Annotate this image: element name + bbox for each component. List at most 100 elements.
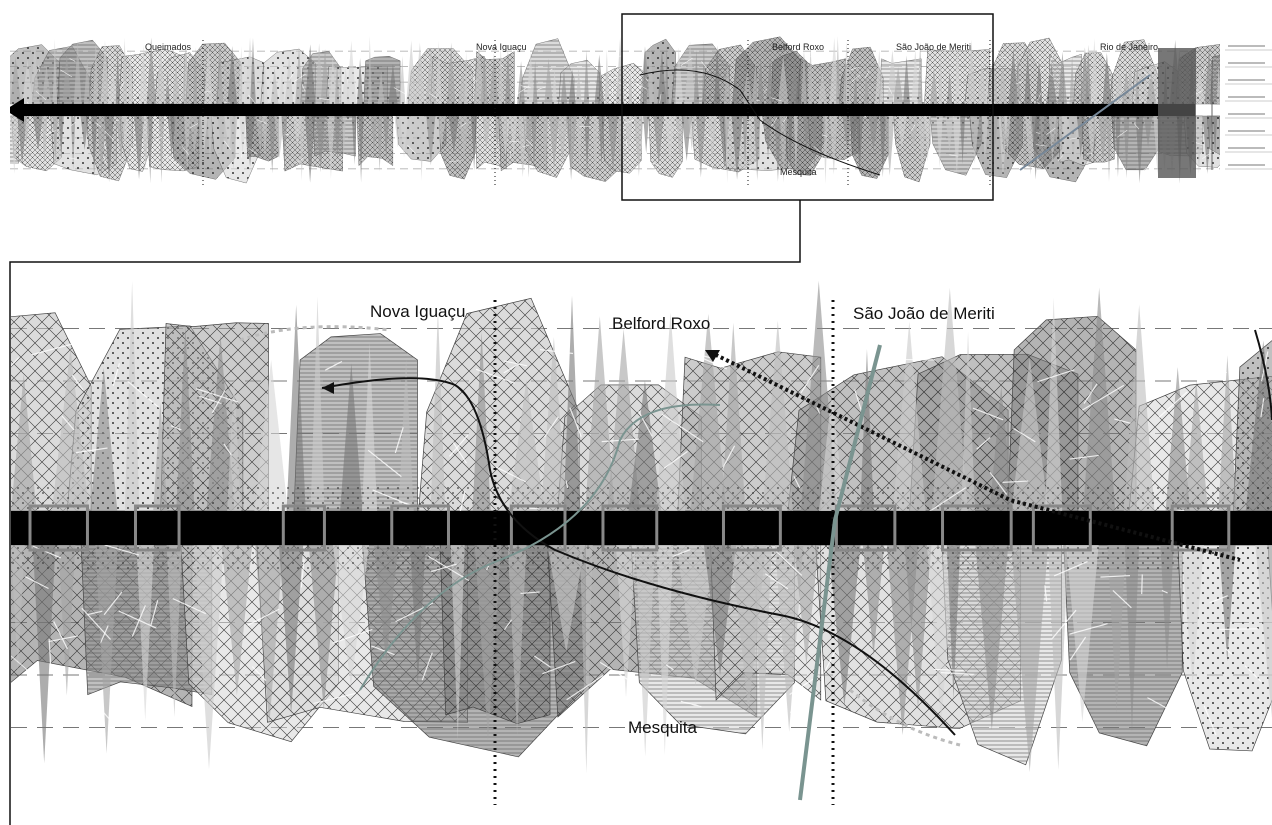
density-spike bbox=[1218, 545, 1236, 662]
street bbox=[1081, 384, 1125, 411]
density-spike bbox=[505, 50, 511, 104]
street bbox=[166, 81, 171, 87]
density-spike bbox=[584, 316, 615, 511]
density-spike bbox=[10, 56, 22, 104]
street bbox=[665, 664, 674, 671]
street bbox=[430, 563, 457, 573]
density-spike bbox=[938, 52, 943, 104]
density-spike bbox=[842, 116, 853, 149]
density-spike bbox=[696, 116, 706, 178]
street bbox=[572, 320, 585, 348]
density-spike bbox=[575, 68, 582, 104]
density-spike bbox=[33, 116, 43, 151]
street bbox=[651, 162, 662, 168]
density-spike bbox=[544, 58, 553, 104]
density-spike bbox=[23, 116, 30, 148]
density-spike bbox=[80, 116, 89, 151]
street bbox=[1202, 65, 1207, 75]
density-spike bbox=[250, 38, 256, 104]
density-spike bbox=[904, 545, 932, 709]
density-spike bbox=[985, 68, 990, 104]
density-spike bbox=[1068, 116, 1079, 158]
label: São João de Meriti bbox=[853, 304, 995, 323]
street bbox=[635, 83, 648, 90]
density-spike bbox=[946, 70, 953, 104]
label: Queimados bbox=[145, 42, 192, 52]
density-spike bbox=[52, 38, 58, 104]
density-spike bbox=[1015, 116, 1021, 148]
density-spike bbox=[1212, 116, 1218, 155]
street bbox=[452, 442, 467, 464]
street bbox=[95, 122, 102, 127]
street bbox=[70, 121, 77, 126]
density-spike bbox=[911, 48, 920, 104]
street bbox=[989, 471, 1008, 495]
density-spike bbox=[497, 46, 504, 104]
street bbox=[1035, 144, 1047, 147]
density-spike bbox=[489, 53, 499, 104]
density-spike bbox=[473, 40, 484, 104]
street bbox=[103, 142, 107, 150]
street bbox=[172, 598, 207, 615]
density-spike bbox=[1135, 58, 1140, 104]
street bbox=[470, 75, 477, 83]
street bbox=[1051, 609, 1077, 640]
density-spike bbox=[83, 58, 91, 104]
density-spike bbox=[52, 116, 59, 160]
density-spike bbox=[1040, 116, 1045, 170]
density-spike bbox=[316, 116, 325, 173]
street bbox=[1001, 56, 1008, 59]
density-spike bbox=[808, 44, 813, 104]
density-spike bbox=[383, 116, 390, 160]
street bbox=[697, 355, 728, 370]
land-hatch bbox=[418, 298, 580, 511]
street bbox=[884, 50, 890, 58]
street bbox=[1202, 152, 1212, 160]
street bbox=[1070, 136, 1081, 140]
density-spike bbox=[367, 36, 372, 105]
density-spike bbox=[690, 313, 727, 511]
street bbox=[119, 81, 125, 90]
street bbox=[81, 607, 112, 640]
density-spike bbox=[419, 116, 425, 181]
density-spike bbox=[1085, 44, 1092, 104]
land-hatch bbox=[839, 47, 884, 104]
street bbox=[248, 94, 256, 104]
density-spike bbox=[1008, 47, 1018, 104]
density-spike bbox=[547, 545, 586, 653]
rj-block bbox=[1158, 48, 1196, 178]
street bbox=[300, 559, 305, 588]
density-spike bbox=[1011, 545, 1049, 772]
street bbox=[549, 68, 553, 71]
density-spike bbox=[1255, 545, 1272, 718]
density-spike bbox=[315, 43, 324, 104]
rail-arrow bbox=[10, 98, 24, 122]
street bbox=[102, 155, 108, 166]
density-spike bbox=[1194, 69, 1206, 104]
density-spike bbox=[1195, 116, 1203, 174]
land-hatch bbox=[430, 56, 485, 104]
density-spike bbox=[563, 295, 581, 511]
density-spike bbox=[176, 325, 195, 511]
street bbox=[131, 605, 146, 637]
street bbox=[763, 88, 768, 92]
street bbox=[893, 95, 895, 105]
street bbox=[486, 565, 490, 571]
street bbox=[800, 364, 820, 394]
density-spike bbox=[1115, 116, 1121, 177]
density-spike bbox=[327, 116, 335, 179]
density-spike bbox=[304, 44, 316, 104]
density-spike bbox=[1160, 545, 1174, 669]
density-spike bbox=[725, 116, 730, 184]
density-spike bbox=[1127, 59, 1134, 104]
density-spike bbox=[903, 55, 910, 104]
detail-frame bbox=[9, 200, 801, 825]
density-spike bbox=[926, 545, 956, 723]
street bbox=[1158, 391, 1188, 418]
density-spike bbox=[474, 545, 502, 741]
density-spike bbox=[635, 545, 655, 757]
street bbox=[87, 610, 103, 616]
density-spike bbox=[556, 116, 568, 161]
street bbox=[1037, 369, 1075, 383]
street bbox=[722, 445, 736, 468]
